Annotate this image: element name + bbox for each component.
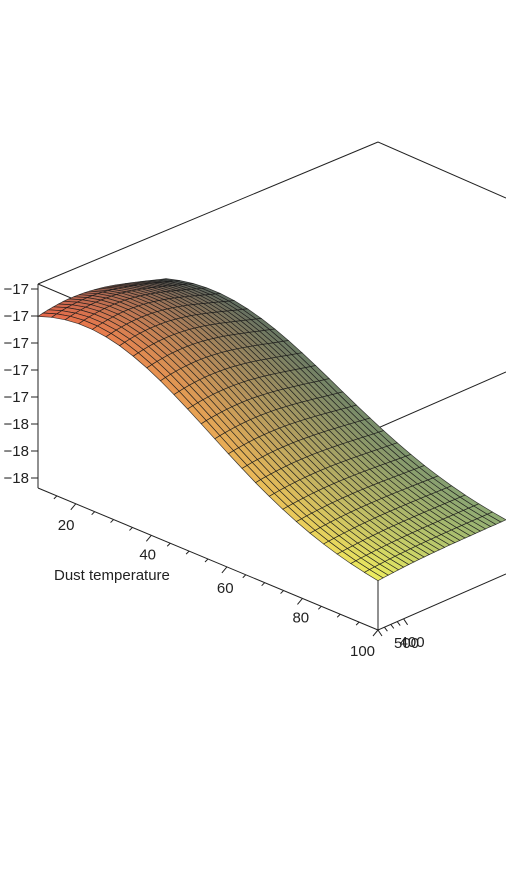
x-tick-mark — [297, 598, 303, 605]
x-minor-tick — [355, 621, 360, 626]
x-tick-label: 80 — [292, 609, 309, 626]
x-tick-mark — [221, 566, 228, 574]
x-minor-tick — [91, 511, 96, 516]
x-axis-label: Dust temperature — [54, 567, 170, 584]
y-minor-tick — [390, 624, 395, 629]
surface-mesh — [36, 278, 506, 582]
x-tick-label: 100 — [350, 643, 375, 660]
y-tick-mark — [403, 618, 409, 626]
z-tick-label: −17 — [4, 281, 29, 298]
box-edge-bottom-y — [377, 573, 506, 631]
y-tick-mark — [377, 629, 383, 637]
box-edge-inner-right — [377, 371, 506, 429]
z-tick-label: −17 — [4, 389, 29, 406]
box-edge-back-left — [37, 141, 379, 285]
x-tick-label: 60 — [217, 580, 234, 597]
surface-patch — [363, 569, 384, 582]
z-tick-label: −17 — [4, 362, 29, 379]
x-tick-label: 40 — [139, 546, 156, 563]
y-minor-tick — [383, 626, 388, 632]
z-tick-label: −17 — [4, 335, 29, 352]
x-minor-tick — [204, 558, 209, 563]
x-minor-tick — [280, 590, 284, 594]
x-minor-tick — [110, 519, 114, 523]
x-minor-tick — [185, 550, 190, 555]
x-minor-tick — [317, 605, 322, 610]
z-tick-label: −18 — [4, 470, 29, 487]
y-tick-label: 400 — [400, 634, 425, 651]
x-minor-tick — [129, 527, 133, 531]
z-axis-ticks: −17 −17 −17 −17 −17 −18 −18 −18 — [4, 281, 38, 487]
x-axis-ticks: 20 40 60 80 100 — [53, 495, 379, 660]
x-minor-tick — [166, 542, 171, 547]
z-tick-label: −17 — [4, 308, 29, 325]
z-tick-label: −18 — [4, 443, 29, 460]
y-tick-label: 500 — [394, 635, 419, 652]
x-minor-tick — [336, 613, 341, 618]
x-tick-mark — [145, 535, 152, 542]
box-edge-back-right — [377, 141, 506, 199]
z-tick-label: −18 — [4, 416, 29, 433]
x-minor-tick — [261, 582, 266, 587]
x-minor-tick — [242, 574, 247, 579]
x-tick-label: 20 — [58, 517, 75, 534]
x-minor-tick — [53, 495, 58, 500]
x-tick-mark — [70, 503, 77, 511]
x-tick-mark — [372, 629, 379, 637]
y-minor-tick — [396, 621, 401, 626]
